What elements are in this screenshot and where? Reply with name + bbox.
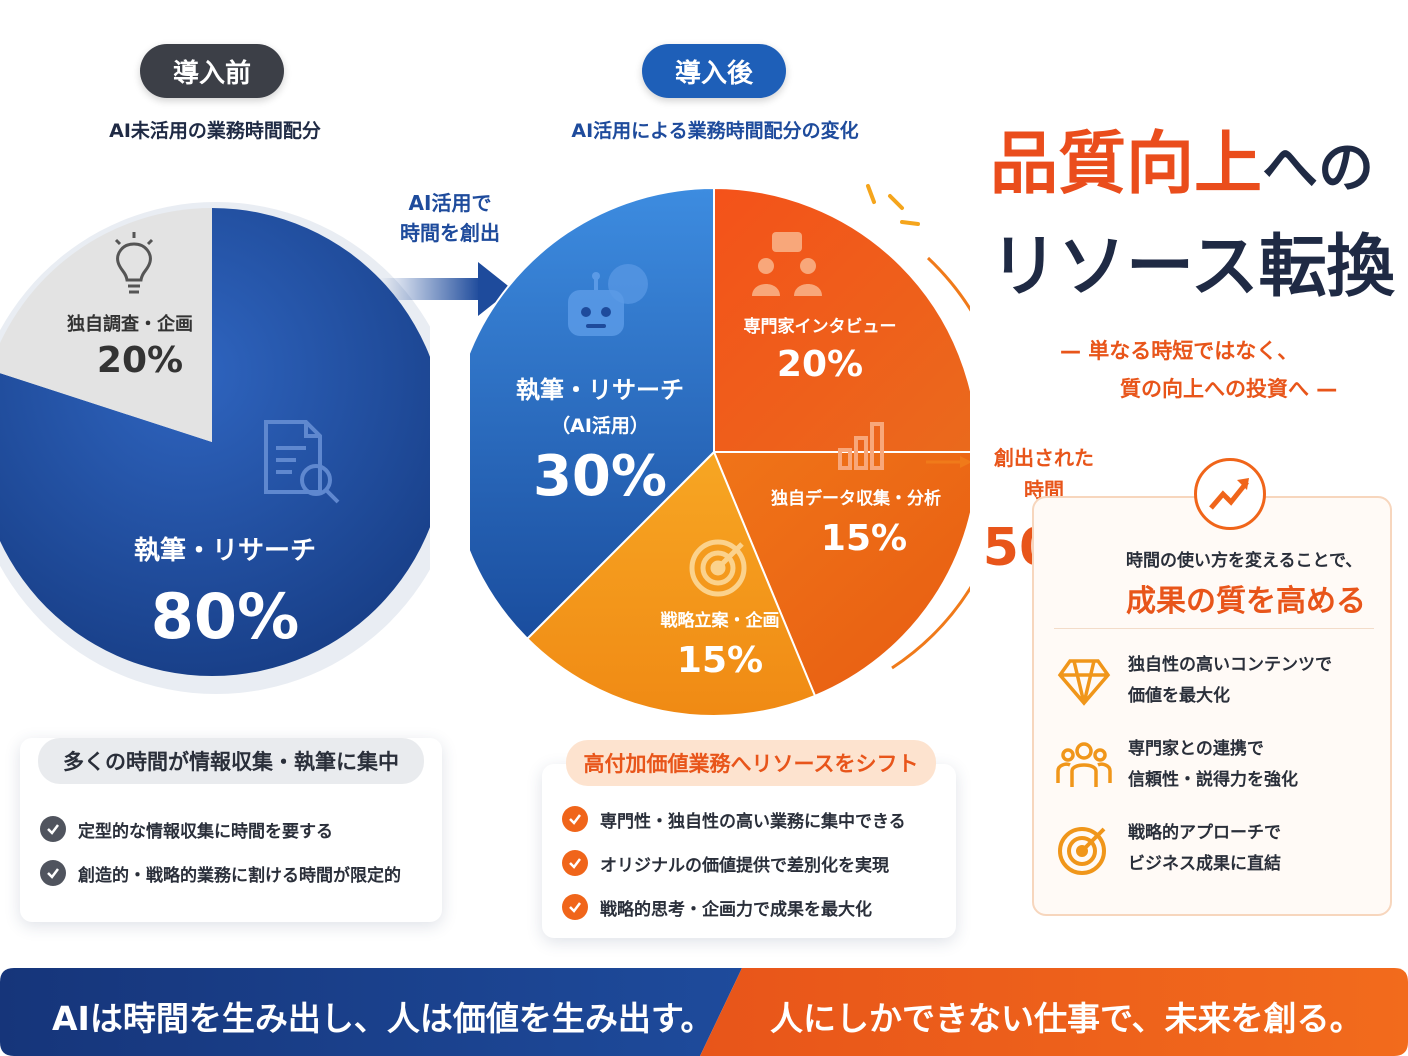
banner-right-text: 人にしかできない仕事で、未来を創る。: [770, 999, 1363, 1038]
strategy-label: 戦略立案・企画: [660, 611, 780, 631]
feature-2: 専門家との連携で 信頼性・説得力を強化: [1056, 734, 1298, 796]
pie-slice-data-analysis: [712, 451, 970, 698]
ai-slice-label: 執筆・リサーチ （AI活用）: [516, 376, 684, 437]
bar-chart-icon: [838, 422, 884, 470]
banner-left-text: AIは時間を生み出し、人は価値を生み出す。: [52, 999, 714, 1038]
after-item-3: 戦略的思考・企画力で成果を最大化: [562, 894, 872, 920]
check-icon: [562, 850, 588, 876]
after-item-2: オリジナルの価値提供で差別化を実現: [562, 850, 889, 876]
bracket-arc: [891, 256, 970, 670]
bottom-banner: [0, 968, 1408, 1056]
panel-emphasis: 成果の質を高める: [1126, 584, 1366, 619]
interview-label: 専門家インタビュー: [743, 317, 897, 337]
ai-slice-value: 30%: [532, 444, 668, 509]
trend-up-icon: [1194, 458, 1266, 530]
before-pie-chart: [0, 202, 430, 694]
people-icon: [1056, 742, 1112, 787]
robot-ai-icon: [568, 264, 648, 336]
pie-slice-expert-interview: [713, 186, 970, 453]
lightbulb-icon: [114, 232, 154, 294]
panel-lead: 時間の使い方を変えることで、: [1126, 551, 1363, 571]
headline: 品質向上への リソース転換: [990, 125, 1395, 307]
before-item-2: 創造的・戦略的業務に割ける時間が限定的: [40, 860, 401, 886]
check-icon: [40, 816, 66, 842]
check-icon: [562, 894, 588, 920]
after-subtitle: AI活用による業務時間配分の変化: [571, 120, 859, 142]
before-card-title: 多くの時間が情報収集・執筆に集中: [38, 738, 424, 784]
pie-slice-ai-writing: [470, 186, 715, 641]
tagline: — 単なる時短ではなく、 質の向上への投資へ —: [1060, 339, 1338, 401]
target-icon: [689, 539, 747, 597]
before-main-label: 執筆・リサーチ: [133, 536, 316, 566]
after-card-title: 高付加価値業務へリソースをシフト: [566, 740, 936, 786]
before-card: 多くの時間が情報収集・執筆に集中 定型的な情報収集に時間を要する 創造的・戦略的…: [20, 738, 442, 922]
check-icon: [562, 806, 588, 832]
before-small-value: 20%: [96, 340, 184, 381]
diamond-icon: [1057, 659, 1111, 706]
feature-3: 戦略的アプローチで ビジネス成果に直結: [1056, 818, 1281, 880]
after-pill: 導入後: [642, 44, 786, 98]
benefits-panel: 時間の使い方を変えることで、 成果の質を高める 独自性の高いコンテンツで 価値を最…: [1032, 458, 1392, 916]
after-card: 高付加価値業務へリソースをシフト 専門性・独自性の高い業務に集中できる オリジナ…: [542, 740, 956, 938]
document-search-icon: [264, 420, 340, 504]
check-icon: [40, 860, 66, 886]
before-item-1: 定型的な情報収集に時間を要する: [40, 816, 333, 842]
interview-people-icon: [752, 232, 822, 296]
pie-slice-independent-research: [0, 208, 212, 442]
after-pie-chart: [470, 184, 970, 717]
before-main-value: 80%: [150, 580, 300, 653]
after-item-1: 専門性・独自性の高い業務に集中できる: [562, 806, 906, 832]
arrow-label: AI活用で 時間を創出: [400, 191, 500, 245]
pie-slice-writing-research: [0, 208, 430, 676]
pie-slice-strategy: [525, 450, 817, 717]
data-value: 15%: [820, 518, 908, 559]
strategy-value: 15%: [676, 640, 764, 681]
before-small-label: 独自調査・企画: [67, 314, 193, 335]
right-arrow-icon: [380, 262, 512, 316]
before-subtitle: AI未活用の業務時間配分: [109, 120, 321, 142]
data-label: 独自データ収集・分析: [771, 489, 941, 509]
feature-1: 独自性の高いコンテンツで 価値を最大化: [1056, 650, 1332, 712]
before-pill: 導入前: [140, 44, 284, 98]
target-icon: [1058, 827, 1106, 875]
interview-value: 20%: [776, 344, 864, 385]
